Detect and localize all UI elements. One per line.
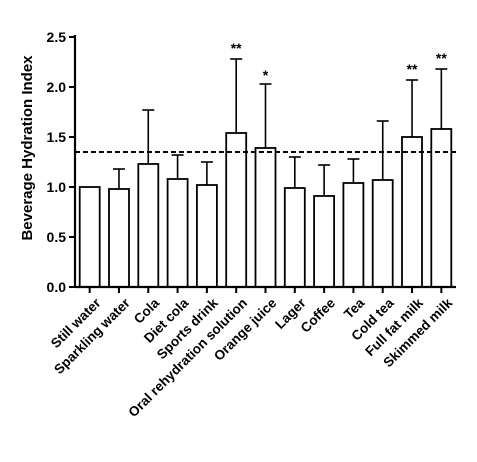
- bar: [313, 195, 336, 288]
- bar: [342, 182, 365, 288]
- y-tick-label: 0.0: [47, 279, 67, 295]
- error-bars-layer: [112, 58, 448, 196]
- significance-label: **: [231, 40, 242, 56]
- bar: [254, 147, 277, 288]
- axes-layer: 0.0 0.5 1.0 1.5 2.0 2.5: [47, 29, 456, 295]
- significance-label: **: [436, 50, 447, 66]
- bar: [78, 186, 101, 288]
- y-tick-label: 2.5: [47, 29, 67, 45]
- bar: [430, 128, 453, 288]
- bar: [137, 163, 160, 288]
- significance-label: **: [407, 61, 418, 77]
- y-tick-label: 1.5: [47, 129, 67, 145]
- significance-label: *: [263, 67, 269, 83]
- bar: [166, 178, 189, 288]
- y-tick-label: 1.0: [47, 179, 67, 195]
- y-axis-label: Beverage Hydration Index: [19, 55, 36, 241]
- bar: [225, 132, 248, 288]
- significance-layer: *** ****: [231, 40, 448, 83]
- y-tick-label: 0.5: [47, 229, 67, 245]
- bar: [108, 188, 130, 288]
- bar: [283, 187, 306, 288]
- bar: [401, 136, 423, 288]
- y-tick-label: 2.0: [47, 79, 67, 95]
- bar: [195, 184, 218, 288]
- bar: [371, 179, 394, 288]
